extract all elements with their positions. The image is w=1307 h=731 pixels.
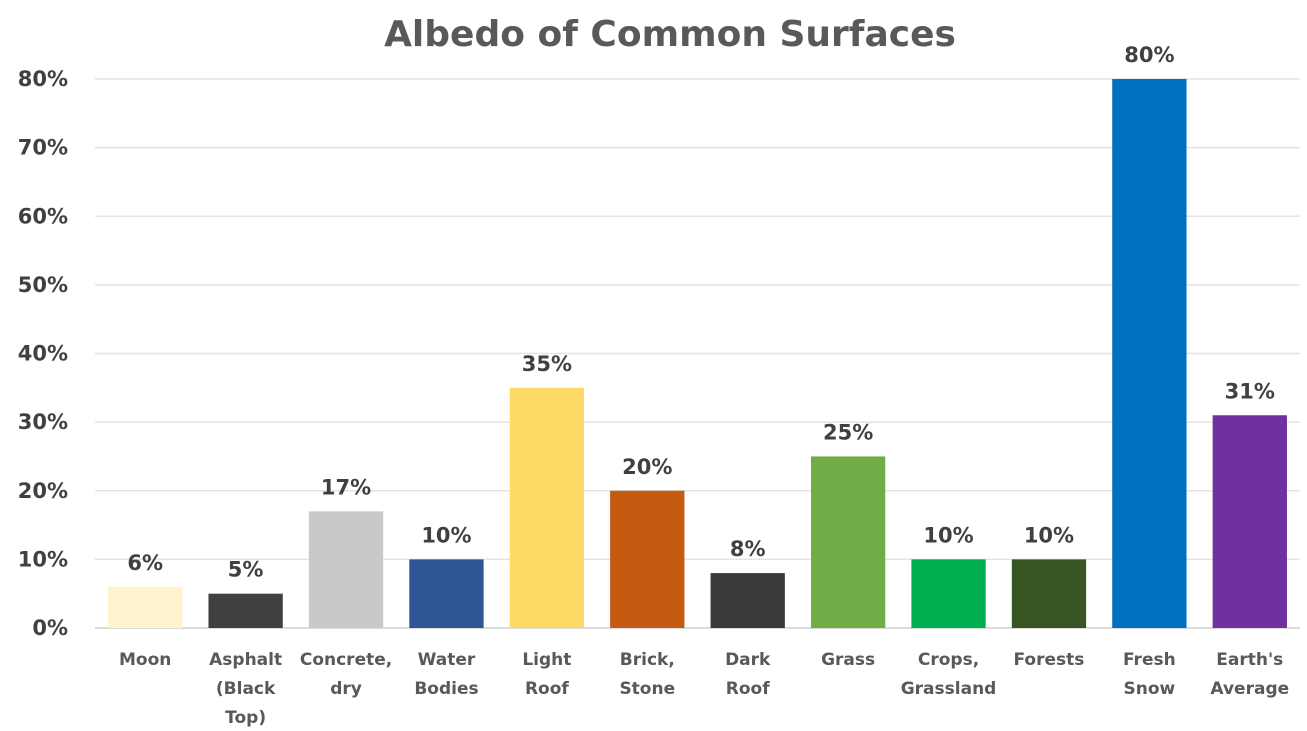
bar: [208, 593, 283, 628]
category-label: Asphalt: [209, 650, 282, 670]
category-label: Forests: [1014, 650, 1085, 670]
bar: [710, 573, 785, 628]
data-label: 35%: [522, 352, 572, 376]
data-label: 80%: [1124, 43, 1174, 67]
bar: [911, 559, 986, 628]
bar: [509, 387, 585, 628]
category-label: Dark: [725, 650, 771, 670]
data-label: 6%: [127, 551, 163, 575]
chart-title: Albedo of Common Surfaces: [384, 14, 956, 55]
bar: [308, 511, 384, 628]
category-label: Bodies: [414, 679, 478, 699]
bar: [810, 456, 886, 628]
y-tick-label: 80%: [18, 67, 68, 91]
data-label: 17%: [321, 475, 371, 499]
category-label: Earth's: [1216, 650, 1283, 670]
y-tick-label: 30%: [18, 410, 68, 434]
category-label: dry: [330, 679, 362, 699]
category-label: Stone: [619, 679, 675, 699]
y-tick-label: 60%: [18, 204, 68, 228]
bar: [1011, 559, 1087, 628]
category-label: Top): [225, 708, 266, 728]
data-label: 10%: [421, 523, 471, 547]
bar: [610, 490, 685, 628]
bars: [108, 79, 1287, 628]
data-label: 10%: [1024, 523, 1074, 547]
category-label: Snow: [1124, 679, 1176, 699]
y-tick-label: 10%: [18, 547, 68, 571]
gridlines: [95, 78, 1300, 629]
category-label: Light: [522, 650, 571, 670]
category-label: Water: [418, 650, 476, 670]
data-label: 10%: [923, 523, 973, 547]
data-label: 25%: [823, 420, 873, 444]
bar: [1212, 415, 1287, 628]
category-label: Fresh: [1123, 650, 1176, 670]
y-tick-label: 0%: [32, 616, 68, 640]
data-label: 5%: [228, 558, 264, 582]
y-tick-label: 20%: [18, 479, 68, 503]
category-label: Average: [1210, 679, 1289, 699]
y-tick-label: 70%: [18, 136, 68, 160]
y-tick-label: 50%: [18, 273, 68, 297]
category-label: Crops,: [918, 650, 979, 670]
data-label: 31%: [1225, 379, 1275, 403]
category-label: Grassland: [901, 679, 997, 699]
x-axis-labels: Moon Asphalt (Black Top) Concrete, dry Water Bo…: [119, 650, 1289, 728]
bar: [1112, 79, 1187, 628]
category-label: Roof: [726, 679, 770, 699]
category-label: Brick,: [620, 650, 675, 670]
bar: [108, 586, 183, 628]
bar: [409, 559, 484, 628]
category-label: Concrete,: [300, 650, 392, 670]
data-label: 20%: [622, 455, 672, 479]
y-axis-ticks: 0% 10% 20% 30% 40% 50% 60% 70% 80%: [18, 67, 68, 640]
data-label: 8%: [730, 537, 766, 561]
data-labels: 6% 5% 17% 10% 35% 20% 8% 25% 10% 10% 80% 31%: [127, 43, 1275, 582]
y-tick-label: 40%: [18, 342, 68, 366]
category-label: Grass: [821, 650, 875, 670]
category-label: (Black: [216, 679, 276, 699]
category-label: Moon: [119, 650, 171, 670]
category-label: Roof: [525, 679, 569, 699]
